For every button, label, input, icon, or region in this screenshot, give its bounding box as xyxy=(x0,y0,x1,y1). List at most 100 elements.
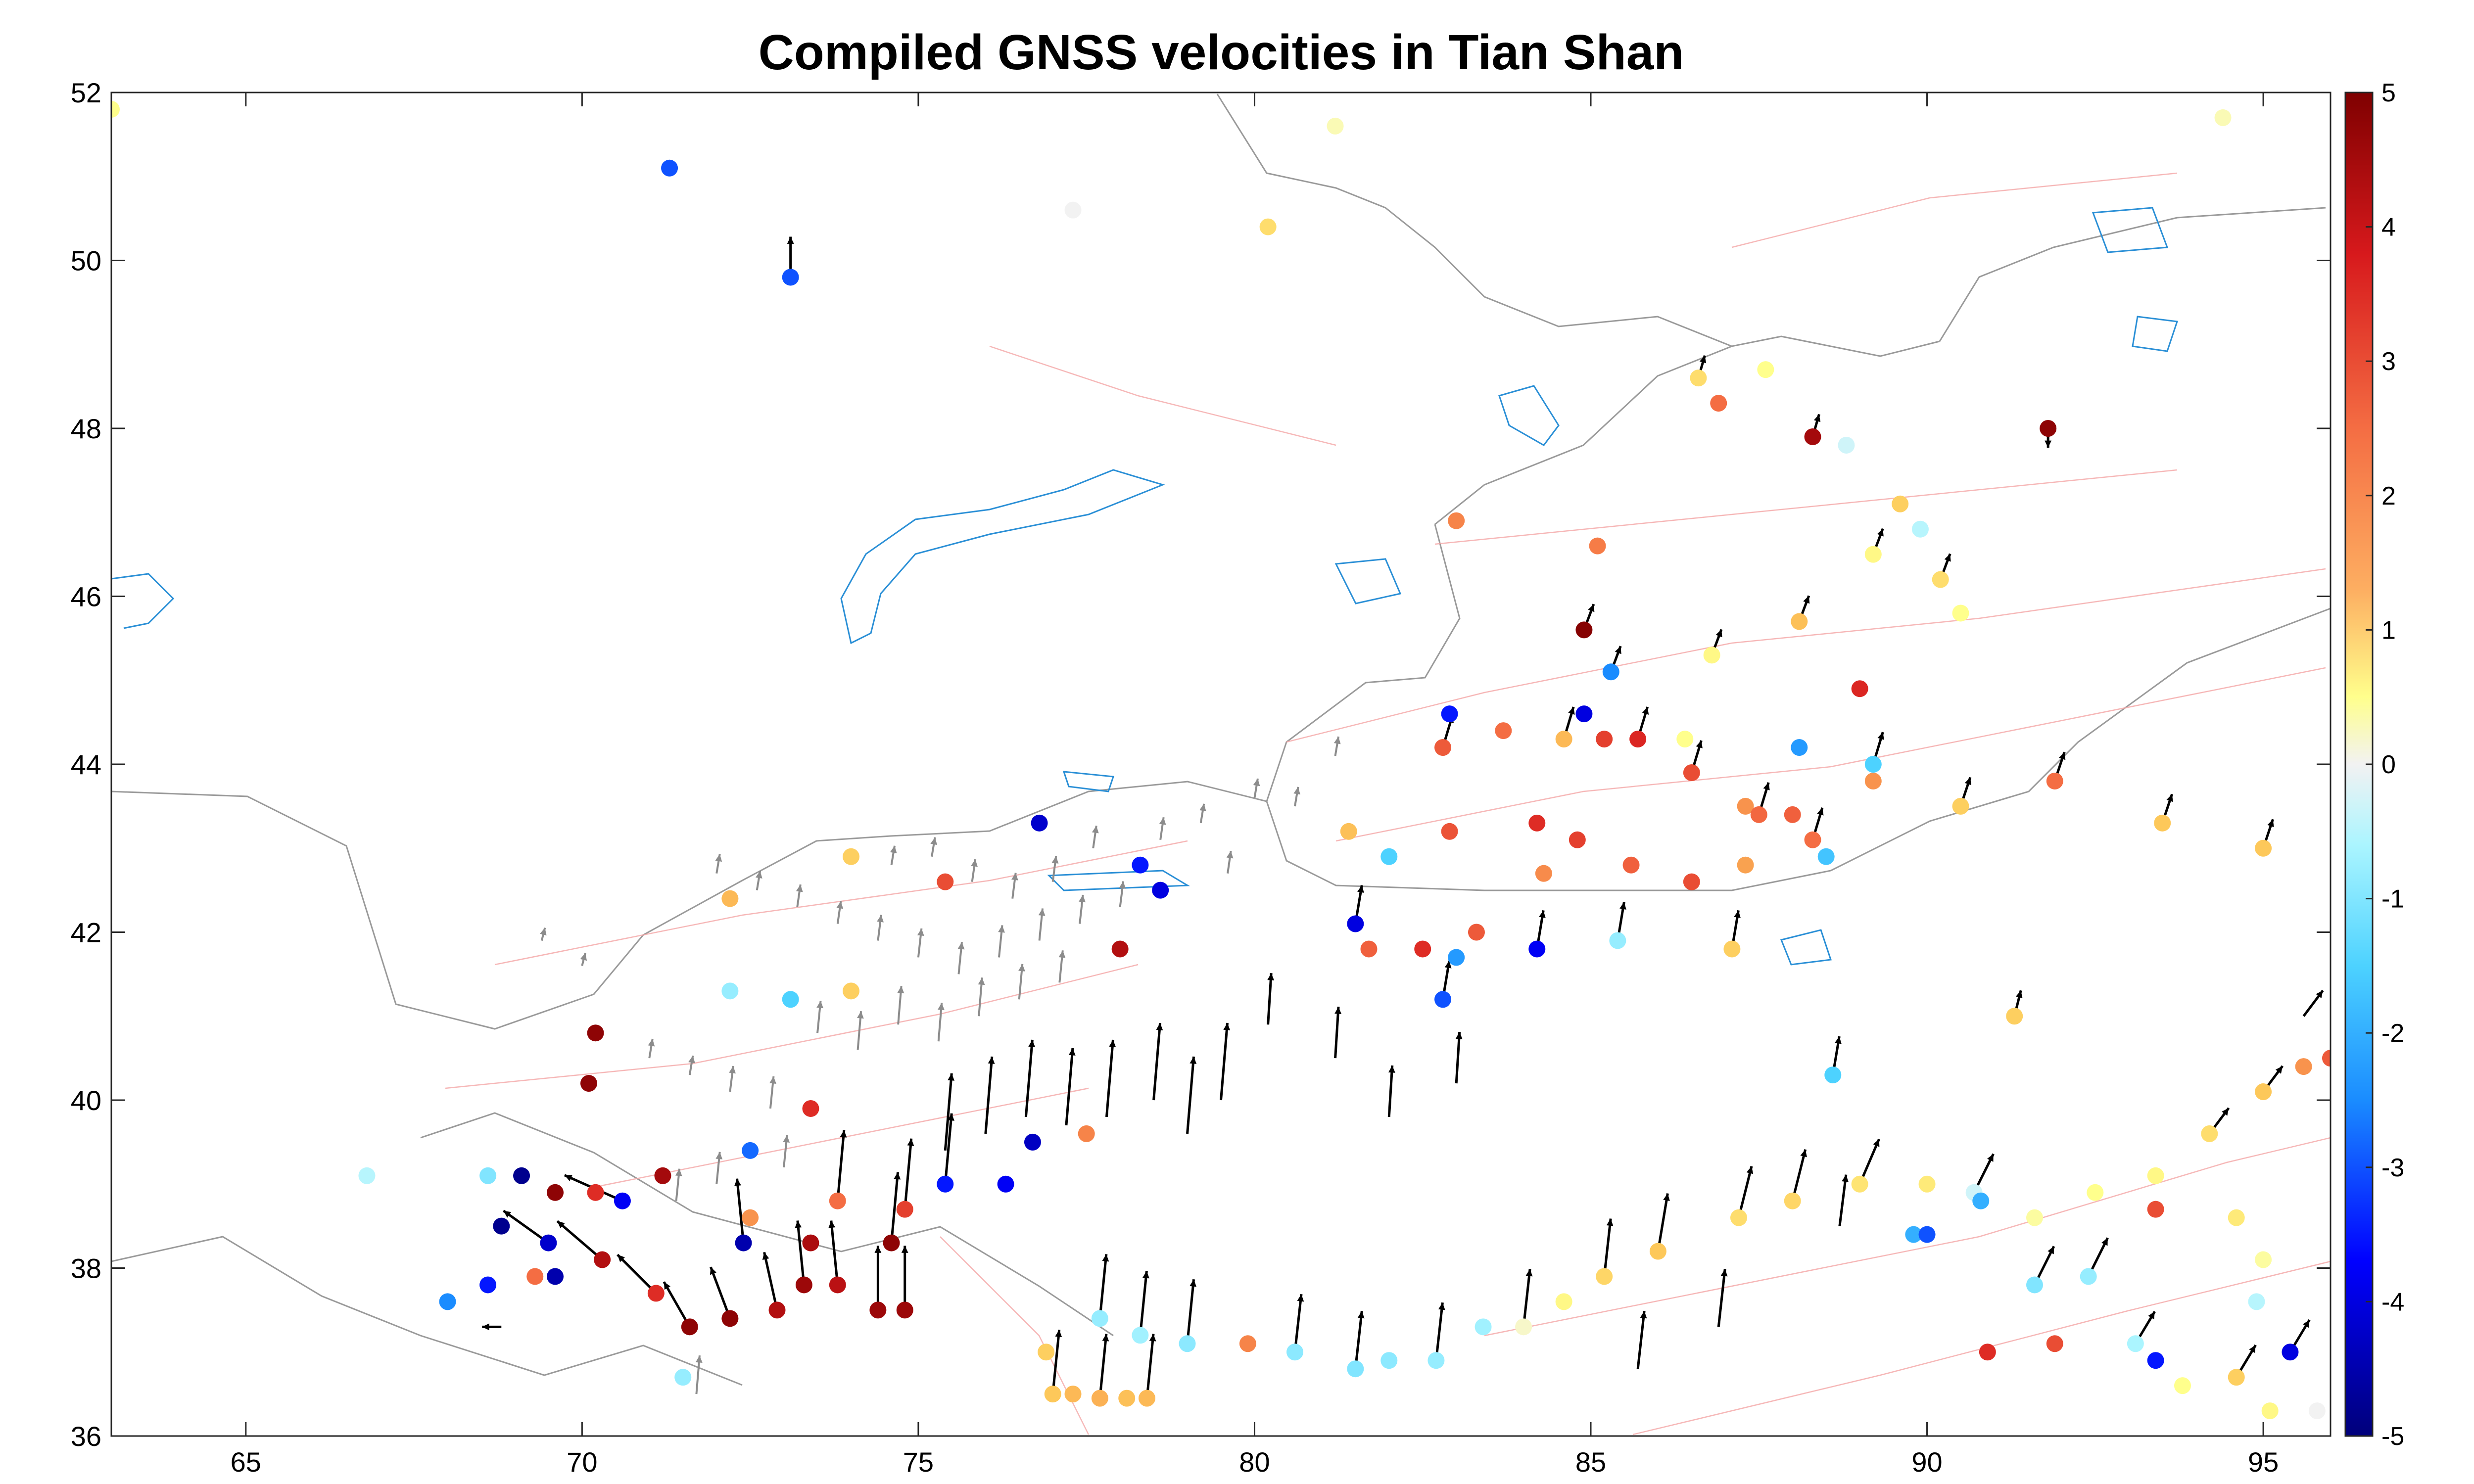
station-marker xyxy=(2255,1083,2272,1100)
station-marker xyxy=(1737,857,1754,874)
colorbar-tick-label: -1 xyxy=(2381,885,2404,914)
station-marker xyxy=(2228,1369,2245,1386)
station-marker xyxy=(897,1301,913,1318)
station-marker xyxy=(742,1142,759,1159)
station-marker xyxy=(1092,1310,1108,1327)
station-marker xyxy=(1919,1226,1936,1243)
station-marker xyxy=(1427,1352,1444,1369)
station-marker xyxy=(1327,118,1344,135)
station-marker xyxy=(1972,1193,1989,1209)
y-tick-label: 42 xyxy=(71,917,101,948)
station-marker xyxy=(1596,1268,1613,1285)
station-marker xyxy=(869,1301,886,1318)
station-marker xyxy=(1112,940,1129,957)
colorbar-tick-label: 2 xyxy=(2381,482,2396,510)
station-marker xyxy=(2046,773,2063,789)
plot-area xyxy=(111,93,2331,1436)
y-tick-label: 50 xyxy=(71,245,101,277)
station-marker xyxy=(1528,940,1545,957)
station-marker xyxy=(1361,940,1378,957)
station-marker xyxy=(2080,1268,2097,1285)
station-marker xyxy=(1912,521,1929,538)
station-marker xyxy=(735,1235,752,1252)
station-marker xyxy=(580,1075,597,1092)
station-marker xyxy=(526,1268,543,1285)
station-marker xyxy=(2040,420,2056,437)
station-marker xyxy=(1515,1318,1532,1335)
station-marker xyxy=(782,269,799,285)
station-marker xyxy=(513,1167,530,1184)
station-marker xyxy=(1952,798,1969,815)
y-tick-label: 36 xyxy=(71,1421,101,1452)
station-marker xyxy=(1979,1344,1996,1360)
station-marker xyxy=(594,1252,611,1268)
station-marker xyxy=(843,982,859,999)
station-marker xyxy=(1340,823,1357,840)
station-marker xyxy=(614,1193,631,1209)
station-marker xyxy=(2248,1293,2265,1310)
station-marker xyxy=(1468,924,1485,941)
station-marker xyxy=(1441,705,1458,722)
colorbar-tick-label: 3 xyxy=(2381,347,2396,376)
y-tick-label: 52 xyxy=(71,77,101,108)
station-marker xyxy=(1683,764,1700,781)
station-marker xyxy=(1024,1134,1041,1151)
x-tick-label: 65 xyxy=(231,1446,261,1478)
x-tick-label: 85 xyxy=(1575,1446,1606,1478)
station-marker xyxy=(1448,512,1465,529)
station-marker xyxy=(1676,731,1693,747)
station-marker xyxy=(1791,613,1808,630)
station-marker xyxy=(1556,731,1572,747)
station-marker xyxy=(1865,546,1882,563)
station-marker xyxy=(769,1301,786,1318)
station-marker xyxy=(587,1024,604,1041)
y-tick-label: 38 xyxy=(71,1253,101,1284)
station-marker xyxy=(843,848,859,865)
station-marker xyxy=(1448,949,1465,966)
station-marker xyxy=(2295,1058,2312,1075)
station-marker xyxy=(937,874,953,890)
station-marker xyxy=(358,1167,375,1184)
station-marker xyxy=(1892,496,1908,512)
station-marker xyxy=(1575,621,1592,638)
station-marker xyxy=(1751,806,1767,823)
station-marker xyxy=(1704,647,1720,663)
station-marker xyxy=(1179,1335,1196,1352)
station-marker xyxy=(1434,739,1451,756)
station-marker xyxy=(1650,1243,1666,1260)
station-marker xyxy=(661,160,678,177)
station-marker xyxy=(2255,840,2272,857)
station-marker xyxy=(1824,1067,1841,1083)
station-marker xyxy=(1065,202,1082,219)
station-marker xyxy=(479,1167,496,1184)
station-marker xyxy=(1152,882,1169,899)
station-marker xyxy=(1528,815,1545,832)
colorbar-tick-label: -3 xyxy=(2381,1154,2404,1182)
station-marker xyxy=(1805,428,1821,445)
station-marker xyxy=(1683,874,1700,890)
station-marker xyxy=(1838,437,1855,454)
station-marker xyxy=(2046,1335,2063,1352)
station-marker xyxy=(2255,1252,2272,1268)
station-marker xyxy=(1434,991,1451,1008)
station-marker xyxy=(1347,1360,1364,1377)
station-marker xyxy=(1132,857,1148,874)
station-marker xyxy=(802,1235,819,1252)
station-marker xyxy=(782,991,799,1008)
station-marker xyxy=(540,1235,557,1252)
y-tick-label: 44 xyxy=(71,749,101,780)
station-marker xyxy=(1038,1344,1054,1360)
station-marker xyxy=(2087,1184,2103,1201)
station-marker xyxy=(897,1201,913,1218)
colorbar-tick-label: 1 xyxy=(2381,616,2396,645)
station-marker xyxy=(829,1276,846,1293)
station-marker xyxy=(1791,739,1808,756)
colorbar-tick-label: -4 xyxy=(2381,1288,2404,1316)
station-marker xyxy=(802,1100,819,1117)
station-marker xyxy=(2174,1377,2191,1394)
station-marker xyxy=(1932,571,1949,588)
station-marker xyxy=(1710,395,1727,412)
station-marker xyxy=(2026,1209,2043,1226)
station-marker xyxy=(547,1184,564,1201)
